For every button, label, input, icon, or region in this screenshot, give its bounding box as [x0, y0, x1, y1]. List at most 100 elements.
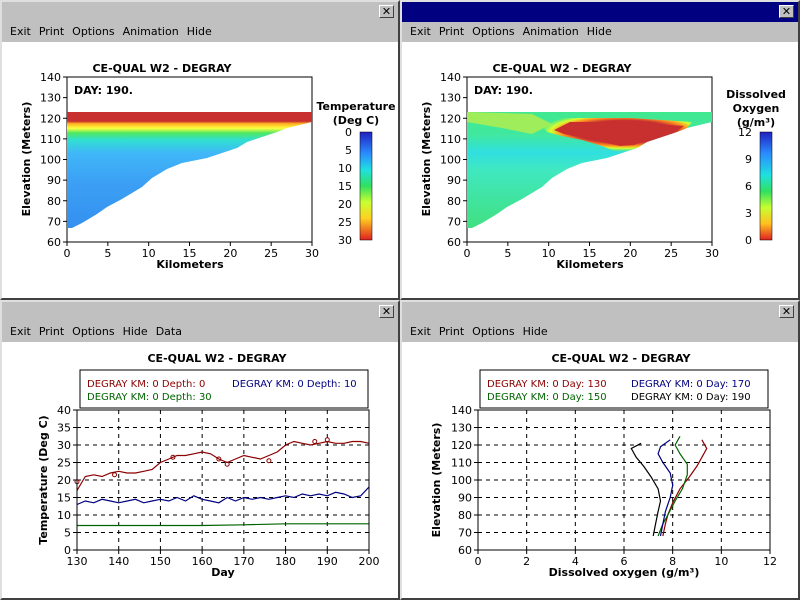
- colorbar-tick-label: 3: [745, 207, 752, 220]
- x-tick-label: 140: [108, 555, 129, 568]
- x-tick-label: 30: [705, 247, 719, 260]
- day-label: DAY: 190.: [74, 84, 133, 97]
- menu-print[interactable]: Print: [438, 325, 465, 338]
- y-axis-label: Temperature (Deg C): [37, 415, 50, 544]
- x-axis-label: Kilometers: [556, 258, 624, 271]
- colorbar-tick-label: 0: [345, 126, 352, 139]
- x-tick-label: 5: [104, 247, 111, 260]
- menu-animation[interactable]: Animation: [522, 25, 579, 38]
- title-bar[interactable]: ✕: [402, 2, 798, 22]
- dissolved-oxygen-profile-chart: CE-QUAL W2 - DEGRAY DEGRAY KM: 0 Day: 13…: [430, 352, 777, 579]
- legend-series-2: DEGRAY KM: 0 Depth: 10: [232, 379, 357, 390]
- temperature-contour-window: ✕ Exit Print Options Animation Hide: [0, 0, 400, 300]
- y-tick-label: 70: [47, 215, 61, 228]
- y-tick-label: 110: [440, 133, 461, 146]
- profile-line-2: [657, 436, 688, 537]
- colorbar-tick-label: 5: [345, 144, 352, 157]
- y-tick-label: 60: [47, 236, 61, 249]
- x-tick-label: 200: [359, 555, 380, 568]
- menu-exit[interactable]: Exit: [10, 325, 31, 338]
- y-tick-label: 35: [57, 422, 71, 435]
- x-tick-label: 10: [542, 247, 556, 260]
- x-tick-label: 170: [233, 555, 254, 568]
- y-tick-label: 70: [447, 215, 461, 228]
- colorbar-tick-label: 0: [745, 234, 752, 247]
- menu-print[interactable]: Print: [38, 25, 65, 38]
- colorbar-tick-label: 25: [338, 216, 352, 229]
- title-bar[interactable]: ✕: [2, 2, 398, 22]
- x-tick-label: 130: [67, 555, 88, 568]
- observed-point: [216, 456, 222, 462]
- temperature-timeseries-window: ✕ Exit Print Options Hide Data CE-QUAL W2 - …: [0, 300, 400, 600]
- menu-hide[interactable]: Hide: [522, 325, 548, 338]
- plot-area: CE-QUAL W2 - DEGRAY 0 5 10 15 20 25 30 140 130 12…: [402, 42, 798, 298]
- observed-point: [112, 472, 118, 478]
- close-button[interactable]: ✕: [779, 305, 794, 318]
- y-tick-label: 120: [40, 112, 61, 125]
- x-tick-label: 8: [669, 555, 676, 568]
- menu-hide[interactable]: Hide: [122, 325, 148, 338]
- y-tick-label: 80: [47, 195, 61, 208]
- menu-exit[interactable]: Exit: [410, 325, 431, 338]
- menu-print[interactable]: Print: [438, 25, 465, 38]
- plot-area: CE-QUAL W2 - DEGRAY DEGRAY KM: 0 Depth: …: [2, 342, 398, 598]
- plot-area: CE-QUAL W2 - DEGRAY 0 5 10 15 20 25 30 140 130 12…: [2, 42, 398, 298]
- colorbar: [359, 131, 373, 241]
- close-button[interactable]: ✕: [379, 5, 394, 18]
- y-tick-label: 80: [447, 195, 461, 208]
- menu-bar: Exit Print Options Animation Hide: [2, 22, 398, 42]
- x-tick-label: 0: [475, 555, 482, 568]
- observed-point: [224, 461, 230, 467]
- x-tick-label: 25: [264, 247, 278, 260]
- title-bar[interactable]: ✕: [402, 302, 798, 322]
- legend-series-2: DEGRAY KM: 0 Day: 150: [487, 392, 607, 403]
- y-tick-label: 70: [458, 527, 472, 540]
- y-tick-label: 130: [440, 92, 461, 105]
- menu-options[interactable]: Options: [472, 325, 515, 338]
- colorbar: [759, 131, 773, 241]
- close-icon: ✕: [781, 305, 792, 318]
- x-tick-label: 0: [464, 247, 471, 260]
- profile-line-4: [630, 442, 662, 537]
- legend-series-3: DEGRAY KM: 0 Depth: 30: [87, 392, 212, 403]
- menu-hide[interactable]: Hide: [586, 25, 612, 38]
- colorbar-tick-label: 20: [338, 198, 352, 211]
- y-tick-label: 10: [57, 509, 71, 522]
- menu-options[interactable]: Options: [72, 325, 115, 338]
- dissolved-oxygen-profile-window: ✕ Exit Print Options Hide CE-QUAL W2 - DEGR…: [400, 300, 800, 600]
- close-button[interactable]: ✕: [779, 5, 794, 18]
- y-tick-label: 140: [440, 71, 461, 84]
- menu-exit[interactable]: Exit: [410, 25, 431, 38]
- y-tick-label: 100: [40, 154, 61, 167]
- menu-hide[interactable]: Hide: [186, 25, 212, 38]
- profile-line-3: [657, 439, 674, 537]
- observed-point: [266, 458, 272, 464]
- series-line-3: [77, 523, 369, 527]
- y-tick-label: 30: [57, 439, 71, 452]
- plot-frame: [477, 409, 771, 551]
- colorbar-title-line1: Dissolved: [726, 88, 786, 101]
- menu-options[interactable]: Options: [72, 25, 115, 38]
- legend-series-1: DEGRAY KM: 0 Depth: 0: [87, 379, 205, 390]
- colorbar-tick-label: 12: [738, 126, 752, 139]
- plot-area: CE-QUAL W2 - DEGRAY DEGRAY KM: 0 Day: 13…: [402, 342, 798, 598]
- x-axis-label: Kilometers: [156, 258, 224, 271]
- y-tick-label: 110: [451, 457, 472, 470]
- menu-print[interactable]: Print: [38, 325, 65, 338]
- chart-title: CE-QUAL W2 - DEGRAY: [492, 62, 632, 75]
- title-bar[interactable]: ✕: [2, 302, 398, 322]
- y-tick-label: 110: [40, 133, 61, 146]
- colorbar-tick-label: 10: [338, 162, 352, 175]
- menu-options[interactable]: Options: [472, 25, 515, 38]
- oxygen-surface-band: [467, 112, 552, 134]
- colorbar-tick-label: 6: [745, 180, 752, 193]
- menu-animation[interactable]: Animation: [122, 25, 179, 38]
- colorbar-title-line2: (Deg C): [333, 114, 379, 127]
- menu-bar: Exit Print Options Animation Hide: [402, 22, 798, 42]
- menu-exit[interactable]: Exit: [10, 25, 31, 38]
- menu-bar: Exit Print Options Hide Data: [2, 322, 398, 342]
- menu-data[interactable]: Data: [155, 325, 182, 338]
- close-button[interactable]: ✕: [379, 305, 394, 318]
- series-line-1: [76, 440, 370, 491]
- y-tick-label: 100: [440, 154, 461, 167]
